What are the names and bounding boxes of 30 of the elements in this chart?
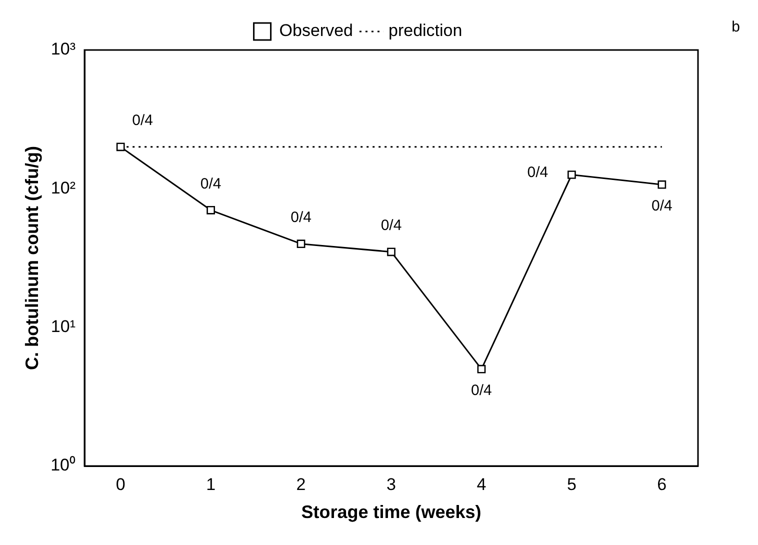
annotation: 0/4 (290, 208, 312, 226)
y-tick-label: 10⁰ (50, 456, 76, 475)
y-axis-title: C. botulinum count (cfu/g) (22, 146, 42, 370)
x-tick-label: 1 (206, 474, 216, 494)
point (206, 206, 215, 214)
annotation: 0/4 (471, 382, 492, 400)
annotation: 0/4 (651, 198, 672, 215)
annotation: 0/4 (132, 112, 154, 130)
point (116, 142, 125, 152)
x-tick-label: 3 (386, 474, 396, 494)
x-tick-label: 5 (566, 474, 576, 494)
point (296, 240, 306, 248)
x-tick-label: 0 (116, 474, 126, 494)
annotation: 0/4 (200, 175, 222, 192)
annotation: 0/4 (527, 164, 548, 181)
x-tick-label: 6 (657, 474, 667, 494)
y-tick-label: 10² (50, 178, 76, 198)
x-tick-label: 4 (476, 474, 486, 494)
annotation: 0/4 (380, 217, 402, 234)
point (658, 180, 666, 189)
text: b (732, 18, 740, 36)
y-tick-label: 10³ (50, 40, 76, 59)
legend-label: Observed (279, 21, 353, 40)
point (387, 248, 396, 256)
x-tick-label: 2 (296, 474, 306, 494)
y-tick-label: 10¹ (50, 317, 76, 336)
legend-label: prediction (388, 21, 462, 40)
x-axis-title: Storage time (weeks) (301, 502, 482, 522)
point (568, 170, 576, 179)
point (477, 364, 486, 374)
